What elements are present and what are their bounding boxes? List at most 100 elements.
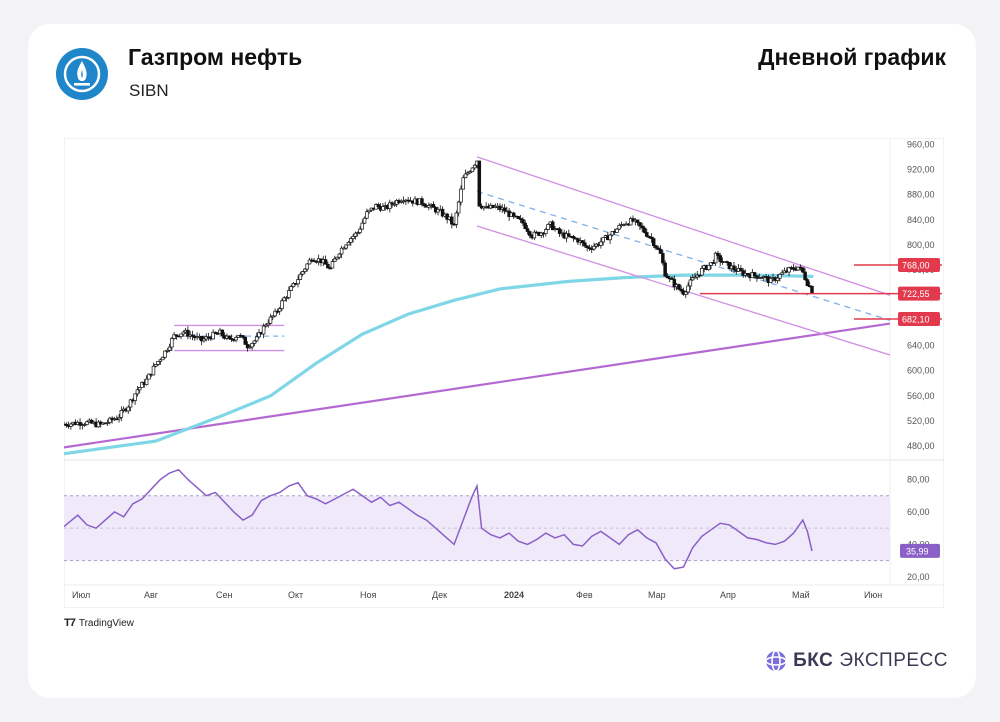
candle-body: [179, 333, 183, 337]
price-tick-label: 800,00: [907, 240, 935, 250]
candle-body: [248, 346, 252, 349]
candle-body: [688, 279, 693, 287]
candle-body: [516, 216, 521, 219]
rsi-line: [63, 468, 813, 570]
ascending-trendline: [63, 322, 891, 449]
candle-body: [571, 236, 576, 239]
candle-body: [151, 365, 156, 376]
price-level-tag: [898, 312, 940, 327]
chart-title: Дневной график: [758, 44, 946, 70]
candle-body: [716, 252, 720, 256]
candle-body: [69, 423, 73, 427]
candle-body: [174, 334, 179, 337]
time-tick-label: 2024: [504, 590, 524, 600]
candle-body: [585, 245, 589, 248]
candle-body: [436, 208, 440, 213]
candle-body: [344, 244, 348, 249]
candle-body: [663, 262, 667, 277]
candle-body: [165, 350, 169, 352]
candle-body: [679, 288, 683, 292]
candle-body: [599, 241, 603, 246]
candle-body: [105, 422, 110, 424]
candle-body: [135, 389, 140, 395]
candle-body: [745, 273, 750, 276]
candle-body: [273, 310, 277, 317]
candle-body: [252, 340, 257, 344]
candle-body: [337, 253, 342, 258]
candle-body: [307, 259, 312, 265]
candle-body: [229, 338, 234, 340]
candle-body: [220, 329, 225, 336]
candle-body: [117, 417, 121, 420]
candle-body: [454, 212, 459, 225]
candle-body: [654, 245, 658, 249]
candle-body: [381, 206, 385, 211]
candle-body: [245, 344, 250, 349]
candle-body: [615, 228, 619, 233]
candle-body: [511, 212, 516, 217]
candle-body: [257, 332, 261, 338]
price-tick-label: 880,00: [907, 190, 935, 200]
time-tick-label: Фев: [576, 590, 593, 600]
candle-body: [472, 164, 477, 169]
candle-body: [477, 160, 482, 207]
candle-body: [128, 399, 133, 408]
candle-body: [450, 216, 454, 225]
candle-body: [610, 231, 615, 236]
candle-body: [298, 273, 303, 280]
candle-body: [677, 284, 681, 290]
candle-body: [227, 335, 231, 339]
candle-body: [355, 232, 360, 234]
candle-body: [567, 233, 571, 237]
candle-body: [617, 224, 622, 230]
candle-body: [635, 219, 640, 223]
time-tick-label: Апр: [720, 590, 736, 600]
candle-body: [686, 285, 690, 293]
candle-body: [108, 417, 112, 423]
time-tick-label: Мар: [648, 590, 666, 600]
candle-body: [362, 217, 367, 224]
time-tick-label: Ноя: [360, 590, 377, 600]
rsi-value-label: 35,99: [906, 546, 929, 556]
time-tick-label: Авг: [144, 590, 159, 600]
candle-body: [759, 277, 764, 279]
candle-body: [160, 356, 165, 361]
candle-body: [82, 424, 87, 426]
candle-body: [718, 255, 722, 262]
candle-body: [470, 167, 475, 173]
candle-body: [502, 207, 507, 212]
price-chart-svg[interactable]: 480,00520,00560,00600,00640,00680,00720,…: [62, 137, 945, 609]
candle-body: [755, 275, 759, 279]
candle-body: [780, 272, 784, 275]
candle-body: [628, 218, 633, 226]
candle-body: [261, 325, 266, 335]
candle-body: [697, 274, 702, 277]
candle-body: [360, 222, 365, 230]
candle-body: [741, 270, 745, 276]
candle-body: [64, 423, 69, 426]
candle-body: [158, 359, 163, 362]
candle-body: [661, 253, 665, 264]
candle-body: [89, 419, 94, 424]
rsi-value-tag: [900, 543, 940, 558]
company-name: Газпром нефть: [128, 44, 303, 70]
candle-body: [392, 203, 397, 206]
candle-body: [390, 202, 394, 205]
candle-body: [706, 264, 711, 270]
chart-area[interactable]: 480,00520,00560,00600,00640,00680,00720,…: [62, 137, 945, 609]
time-tick-label: Май: [792, 590, 810, 600]
candle-body: [243, 337, 248, 345]
candle-body: [367, 209, 371, 213]
gazprom-neft-logo: [56, 48, 108, 100]
candle-body: [640, 225, 644, 229]
price-tick-label: 960,00: [907, 139, 935, 149]
bks-icon: [765, 650, 787, 672]
price-level-label: 722,55: [902, 289, 930, 299]
candle-body: [521, 219, 525, 224]
candle-body: [665, 275, 670, 279]
candle-body: [732, 265, 736, 271]
candle-body: [805, 279, 810, 287]
candle-body: [583, 242, 587, 247]
candle-body: [592, 245, 596, 250]
candle-body: [638, 222, 642, 227]
